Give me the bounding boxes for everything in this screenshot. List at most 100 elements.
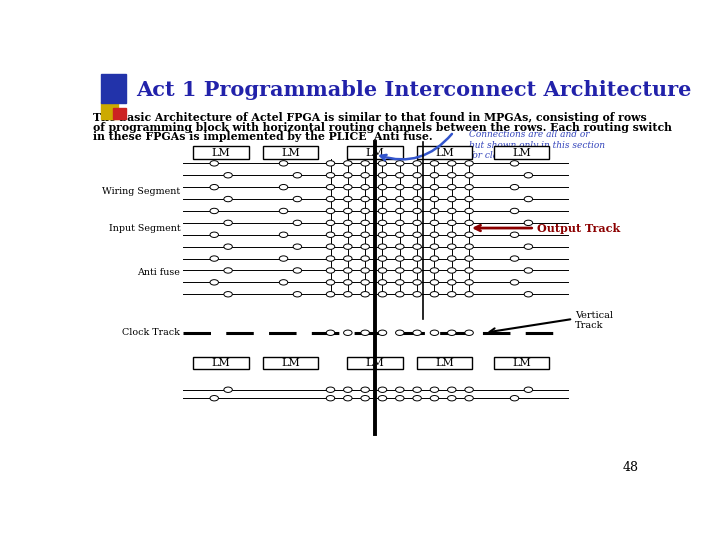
Ellipse shape [431,280,438,285]
Ellipse shape [361,244,369,249]
Ellipse shape [448,185,456,190]
Ellipse shape [431,387,438,393]
Ellipse shape [279,232,288,238]
Ellipse shape [343,387,352,393]
Ellipse shape [413,268,421,273]
Ellipse shape [326,256,335,261]
Text: Input Segment: Input Segment [109,224,180,233]
Ellipse shape [210,185,218,190]
Ellipse shape [224,244,233,249]
Bar [417,356,472,369]
Ellipse shape [378,330,387,335]
Ellipse shape [343,197,352,202]
Text: LM: LM [366,147,384,158]
Ellipse shape [465,244,473,249]
Ellipse shape [395,185,404,190]
Ellipse shape [210,161,218,166]
Text: Vertical
Track: Vertical Track [575,310,613,330]
Text: LM: LM [281,358,300,368]
Ellipse shape [343,208,352,214]
Ellipse shape [524,244,533,249]
Ellipse shape [413,197,421,202]
Ellipse shape [431,268,438,273]
Ellipse shape [224,197,233,202]
Ellipse shape [326,387,335,393]
Ellipse shape [210,395,218,401]
Ellipse shape [378,395,387,401]
Ellipse shape [465,387,473,393]
Ellipse shape [224,268,233,273]
Ellipse shape [361,387,369,393]
Ellipse shape [510,395,519,401]
Ellipse shape [395,395,404,401]
Ellipse shape [431,208,438,214]
Ellipse shape [378,280,387,285]
Ellipse shape [224,220,233,226]
Ellipse shape [395,220,404,226]
Ellipse shape [343,280,352,285]
Ellipse shape [413,387,421,393]
Ellipse shape [378,197,387,202]
Ellipse shape [510,256,519,261]
Ellipse shape [448,244,456,249]
Ellipse shape [378,208,387,214]
Ellipse shape [465,256,473,261]
Ellipse shape [343,220,352,226]
Bar [194,356,249,369]
Ellipse shape [326,220,335,226]
Ellipse shape [395,268,404,273]
Ellipse shape [510,208,519,214]
Ellipse shape [448,395,456,401]
Bar [494,146,549,159]
Ellipse shape [395,292,404,297]
Ellipse shape [293,244,302,249]
Ellipse shape [465,292,473,297]
Text: LM: LM [212,358,230,368]
Ellipse shape [343,395,352,401]
Ellipse shape [448,208,456,214]
Ellipse shape [279,280,288,285]
Ellipse shape [431,256,438,261]
Ellipse shape [378,268,387,273]
Ellipse shape [431,330,438,335]
Text: LM: LM [281,147,300,158]
Text: Anti fuse: Anti fuse [138,268,180,277]
Ellipse shape [378,185,387,190]
Ellipse shape [395,256,404,261]
Ellipse shape [448,197,456,202]
Ellipse shape [326,268,335,273]
Ellipse shape [293,268,302,273]
Ellipse shape [465,395,473,401]
Ellipse shape [224,387,233,393]
Text: 48: 48 [623,462,639,475]
Bar [348,356,403,369]
Ellipse shape [224,292,233,297]
Ellipse shape [326,244,335,249]
Ellipse shape [413,173,421,178]
Ellipse shape [326,185,335,190]
Ellipse shape [431,244,438,249]
Ellipse shape [431,185,438,190]
Ellipse shape [465,220,473,226]
Ellipse shape [343,330,352,335]
Ellipse shape [448,220,456,226]
Ellipse shape [413,185,421,190]
Bar [417,146,472,159]
Ellipse shape [510,185,519,190]
Bar [494,356,549,369]
Ellipse shape [361,208,369,214]
Ellipse shape [343,244,352,249]
Ellipse shape [361,330,369,335]
Ellipse shape [343,232,352,238]
Ellipse shape [326,197,335,202]
Ellipse shape [326,292,335,297]
Ellipse shape [465,208,473,214]
Ellipse shape [279,161,288,166]
Ellipse shape [361,256,369,261]
Ellipse shape [448,387,456,393]
Ellipse shape [343,185,352,190]
Ellipse shape [293,173,302,178]
Text: LM: LM [212,147,230,158]
Text: LM: LM [435,358,454,368]
Bar [194,146,249,159]
